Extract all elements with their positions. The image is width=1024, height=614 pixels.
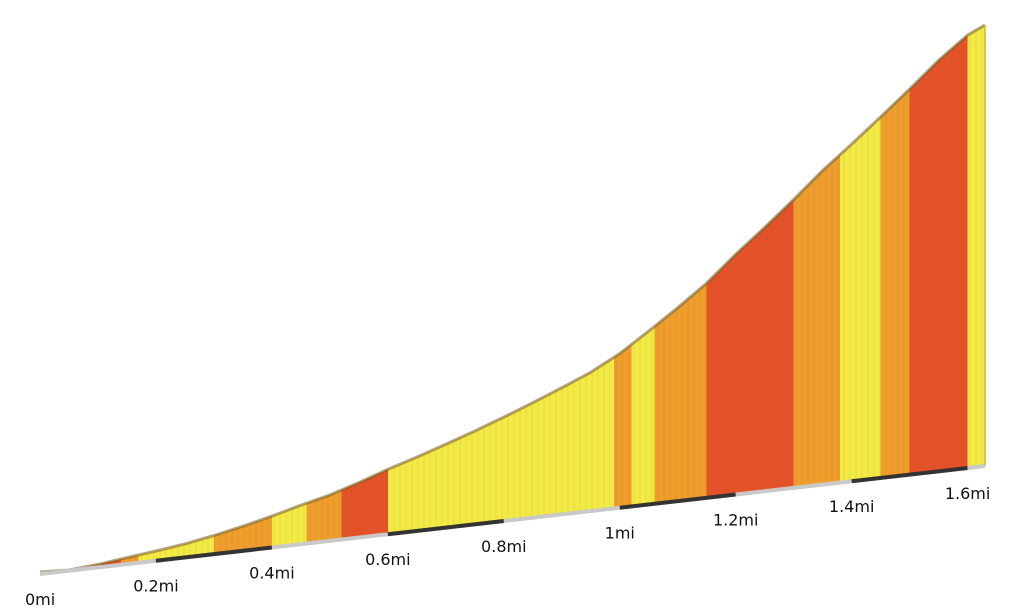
elevation-area-fill xyxy=(40,25,985,574)
distance-tick-label: 0.4mi xyxy=(249,563,294,582)
distance-axis-segment xyxy=(503,505,620,523)
distance-tick-label: 1.2mi xyxy=(713,510,758,529)
distance-tick-label: 1.6mi xyxy=(945,484,990,503)
distance-tick-label: 0.6mi xyxy=(365,550,410,569)
distance-axis xyxy=(39,464,986,576)
distance-axis-segment xyxy=(851,466,968,484)
distance-tick-label: 0.8mi xyxy=(481,537,526,556)
distance-axis-segment xyxy=(155,545,273,563)
distance-tick-label: 0.2mi xyxy=(133,577,178,596)
distance-axis-segment xyxy=(735,479,852,497)
distance-tick-labels: 0mi 0.2mi 0.4mi 0.6mi 0.8mi 1mi 1.2mi 1.4mi 1.6m… xyxy=(25,484,990,609)
distance-tick-label: 1mi xyxy=(605,524,635,543)
distance-axis-segment xyxy=(967,464,986,470)
distance-tick-label: 0mi xyxy=(25,590,55,609)
elevation-outline xyxy=(39,23,986,574)
distance-axis-segment xyxy=(39,558,157,576)
distance-axis-segment xyxy=(387,519,505,537)
distance-axis-segment xyxy=(619,492,736,510)
distance-tick-label: 1.4mi xyxy=(829,497,874,516)
distance-axis-segment xyxy=(271,532,389,550)
